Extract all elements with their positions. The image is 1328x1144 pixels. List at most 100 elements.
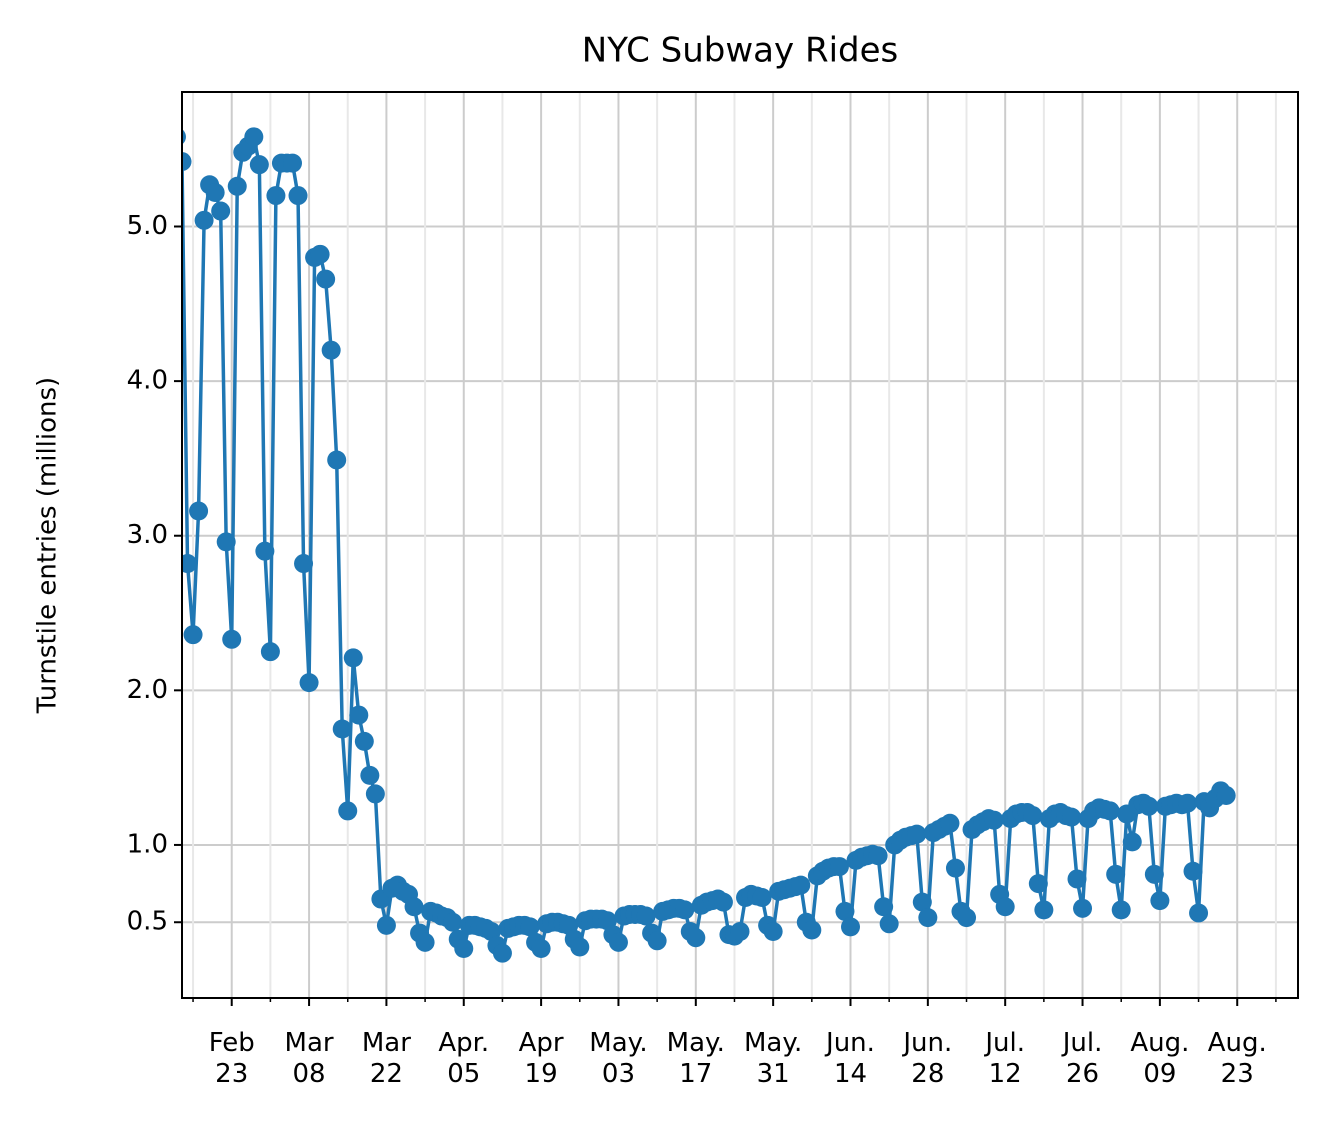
marker: [266, 186, 286, 206]
marker: [752, 888, 772, 908]
marker: [835, 901, 855, 921]
x-tick-label: May. 03: [589, 1028, 648, 1089]
marker: [907, 824, 927, 844]
marker: [338, 801, 358, 821]
marker: [1139, 796, 1159, 816]
marker: [260, 642, 280, 662]
chart-title: NYC Subway Rides: [582, 31, 898, 71]
marker: [1150, 891, 1170, 911]
marker: [763, 922, 783, 942]
marker: [957, 908, 977, 928]
y-tick-label: 1.0: [127, 829, 168, 859]
marker: [570, 937, 590, 957]
plot-frame: [181, 91, 1299, 999]
marker: [675, 900, 695, 920]
marker: [443, 912, 463, 932]
marker: [608, 932, 628, 952]
marker: [1061, 807, 1081, 827]
x-tick-label: Jul. 26: [1062, 1028, 1103, 1089]
marker: [415, 932, 435, 952]
marker: [222, 629, 242, 649]
marker: [182, 152, 192, 172]
marker: [183, 625, 203, 645]
marker: [1122, 832, 1142, 852]
marker: [255, 541, 275, 561]
marker: [1183, 861, 1203, 881]
marker: [879, 914, 899, 934]
marker: [343, 648, 363, 668]
x-tick-label: Mar 08: [284, 1028, 334, 1089]
marker: [316, 269, 336, 289]
x-tick-label: Jun. 14: [826, 1028, 875, 1089]
marker: [288, 186, 308, 206]
marker: [1028, 874, 1048, 894]
marker: [1144, 864, 1164, 884]
marker: [294, 554, 314, 574]
marker: [918, 908, 938, 928]
grid: [182, 92, 1298, 998]
x-tick-label: Apr. 05: [438, 1028, 490, 1089]
marker: [802, 920, 822, 940]
marker: [1023, 806, 1043, 826]
marker: [299, 673, 319, 693]
marker: [332, 719, 352, 739]
marker: [205, 182, 225, 202]
y-tick-label: 2.0: [127, 675, 168, 705]
marker: [912, 892, 932, 912]
marker: [829, 857, 849, 877]
y-tick-label: 0.5: [127, 907, 168, 937]
marker: [376, 915, 396, 935]
x-tick-label: Aug. 23: [1207, 1028, 1267, 1089]
x-tick-label: May. 31: [743, 1028, 803, 1089]
marker: [404, 897, 424, 917]
marker: [365, 784, 385, 804]
marker: [636, 906, 656, 926]
marker: [520, 917, 540, 937]
marker: [1100, 801, 1120, 821]
y-axis-label: Turnstile entries (millions): [33, 377, 63, 714]
marker: [840, 917, 860, 937]
marker: [791, 875, 811, 895]
y-tick-label: 5.0: [127, 211, 168, 241]
marker: [211, 201, 231, 221]
marker: [1106, 864, 1126, 884]
marker: [194, 210, 214, 230]
marker: [531, 939, 551, 959]
marker: [327, 450, 347, 470]
marker: [940, 813, 960, 833]
line: [182, 135, 1228, 955]
marker: [189, 501, 209, 521]
marker: [874, 897, 894, 917]
x-tick-label: Jun. 28: [903, 1028, 953, 1089]
marker: [216, 532, 236, 552]
y-tick-label: 4.0: [127, 366, 168, 396]
marker: [182, 129, 186, 145]
marker: [249, 155, 269, 175]
marker: [182, 554, 198, 574]
marker: [1073, 898, 1093, 918]
x-tick-label: Feb 23: [208, 1028, 255, 1089]
marker: [227, 176, 247, 196]
marker: [1034, 900, 1054, 920]
marker: [1111, 900, 1131, 920]
marker: [492, 943, 512, 963]
marker: [730, 922, 750, 942]
x-tick-label: May. 17: [666, 1028, 725, 1089]
marker: [1216, 785, 1236, 805]
marker: [1189, 903, 1209, 923]
marker: [945, 858, 965, 878]
marker: [686, 928, 706, 948]
marker: [244, 127, 264, 147]
marker: [713, 892, 733, 912]
marker: [454, 939, 474, 959]
plot-area: [182, 127, 1236, 963]
marker: [647, 931, 667, 951]
marker: [310, 244, 330, 264]
marker: [349, 705, 369, 725]
marker: [995, 897, 1015, 917]
marker: [282, 153, 302, 173]
marker: [868, 846, 888, 866]
marker: [984, 810, 1004, 830]
